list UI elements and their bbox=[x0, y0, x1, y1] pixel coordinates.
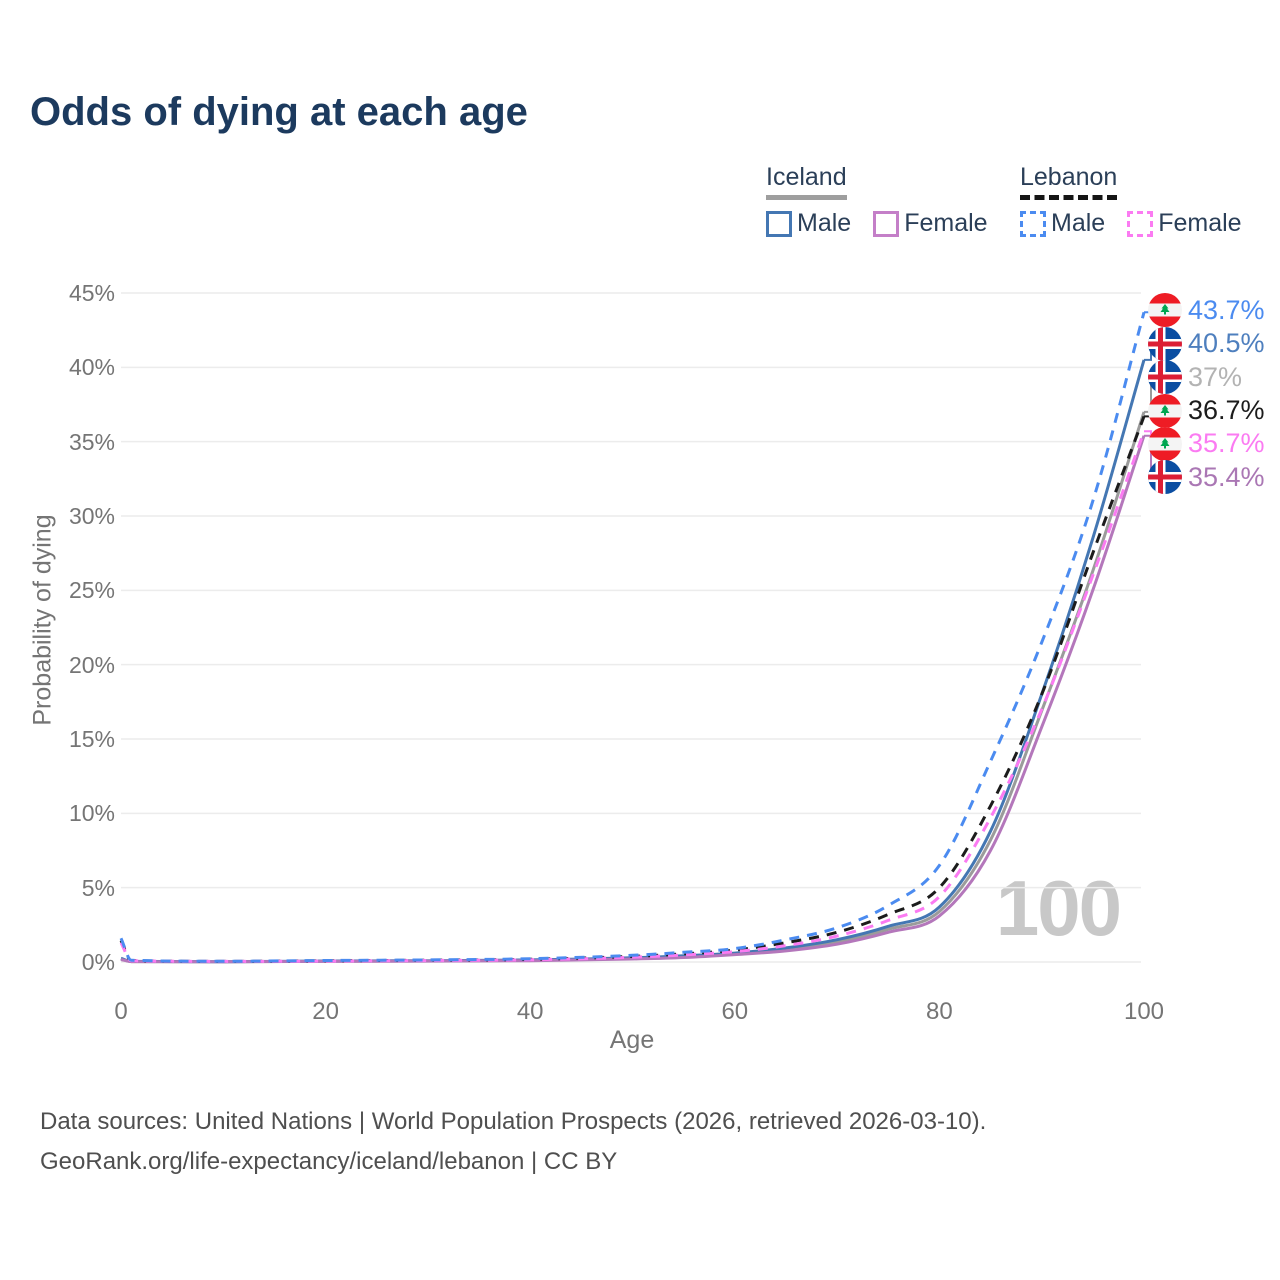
end-label-iceland-male[interactable]: 40.5% bbox=[1148, 326, 1265, 361]
y-tick-label: 5% bbox=[81, 874, 115, 901]
legend-label-lebanon-male: Male bbox=[1051, 209, 1106, 237]
end-label-lebanon-total[interactable]: 36.7% bbox=[1148, 393, 1265, 428]
end-label-lebanon-female[interactable]: 35.7% bbox=[1148, 426, 1265, 461]
x-axis-title: Age bbox=[609, 1026, 655, 1054]
lebanon-flag-icon bbox=[1148, 426, 1182, 461]
y-tick-label: 0% bbox=[81, 949, 115, 975]
legend-label-iceland-female: Female bbox=[904, 209, 988, 237]
legend-item-lebanon-male[interactable]: Male bbox=[1020, 209, 1105, 238]
y-tick-label: 40% bbox=[68, 354, 115, 381]
end-label-value: 36.7% bbox=[1188, 395, 1265, 425]
x-tick-label: 80 bbox=[926, 998, 953, 1025]
end-label-value: 35.7% bbox=[1188, 428, 1265, 458]
series-line-iceland-male[interactable] bbox=[120, 359, 1146, 964]
legend-title-lebanon[interactable]: Lebanon bbox=[1020, 163, 1118, 200]
x-tick-label: 20 bbox=[312, 998, 339, 1025]
x-tick-label: 100 bbox=[1123, 998, 1165, 1025]
lebanon-female-swatch-icon bbox=[1127, 210, 1154, 237]
iceland-male-swatch-icon bbox=[766, 210, 792, 237]
iceland-flag-icon bbox=[1148, 460, 1182, 494]
lebanon-flag-icon bbox=[1148, 393, 1182, 428]
end-label-value: 43.7% bbox=[1188, 294, 1265, 325]
age-watermark: 100 bbox=[995, 864, 1122, 952]
legend-item-iceland-female[interactable]: Female bbox=[873, 209, 988, 238]
end-label-value: 37% bbox=[1188, 361, 1243, 392]
y-tick-label: 35% bbox=[68, 428, 115, 455]
legend-label-iceland-male: Male bbox=[797, 209, 852, 237]
legend-title-iceland[interactable]: Iceland bbox=[766, 163, 847, 200]
y-tick-label: 45% bbox=[68, 280, 115, 306]
end-label-lebanon-male[interactable]: 43.7% bbox=[1148, 293, 1265, 327]
y-tick-label: 10% bbox=[68, 800, 115, 827]
iceland-flag-icon bbox=[1148, 326, 1182, 361]
x-tick-label: 60 bbox=[721, 998, 749, 1025]
footer-sources: Data sources: United Nations | World Pop… bbox=[40, 1108, 987, 1135]
legend-item-iceland-male[interactable]: Male bbox=[766, 209, 851, 238]
iceland-flag-icon bbox=[1148, 360, 1182, 394]
x-tick-label: 0 bbox=[114, 998, 128, 1025]
end-label-iceland-female[interactable]: 35.4% bbox=[1148, 460, 1265, 494]
legend-item-lebanon-female[interactable]: Female bbox=[1127, 209, 1242, 238]
x-tick-label: 40 bbox=[516, 998, 544, 1025]
footer-attribution: GeoRank.org/life-expectancy/iceland/leba… bbox=[40, 1148, 618, 1175]
y-tick-label: 20% bbox=[68, 651, 115, 678]
lebanon-flag-icon bbox=[1148, 293, 1182, 327]
legend-group-lebanon: Lebanon Male Female bbox=[1020, 163, 1242, 238]
lebanon-male-swatch-icon bbox=[1020, 210, 1046, 237]
series-line-lebanon-female[interactable] bbox=[119, 430, 1146, 963]
y-tick-label: 25% bbox=[68, 577, 115, 604]
series-line-iceland-total[interactable] bbox=[120, 411, 1146, 964]
end-label-value: 35.4% bbox=[1188, 461, 1265, 492]
y-tick-label: 15% bbox=[68, 726, 115, 752]
series-line-iceland-female[interactable] bbox=[120, 435, 1146, 964]
legend-group-iceland: Iceland Male Female bbox=[766, 163, 988, 238]
y-tick-label: 30% bbox=[68, 503, 115, 529]
end-label-iceland-total[interactable]: 37% bbox=[1148, 360, 1242, 394]
iceland-female-swatch-icon bbox=[873, 210, 900, 237]
page-title: Odds of dying at each age bbox=[30, 90, 528, 134]
end-label-value: 40.5% bbox=[1188, 328, 1265, 358]
legend-label-lebanon-female: Female bbox=[1158, 209, 1242, 237]
series-line-lebanon-male[interactable] bbox=[119, 311, 1146, 963]
series-line-lebanon-total[interactable] bbox=[119, 415, 1146, 963]
